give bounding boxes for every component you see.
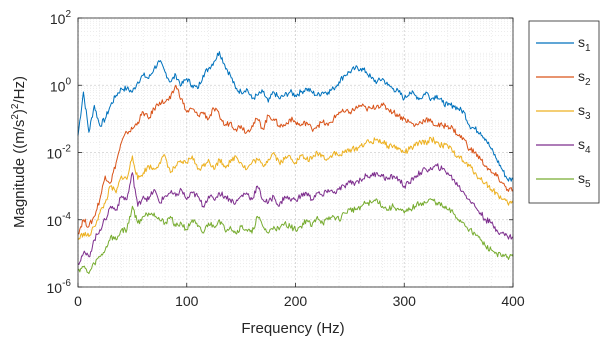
x-axis-label: Frequency (Hz) (241, 320, 344, 337)
x-tick-label: 0 (74, 293, 82, 309)
series-line-s3 (77, 136, 514, 241)
series-line-s1 (77, 51, 514, 182)
series-line-s2 (77, 84, 514, 235)
legend-label-s1: s1 (578, 34, 591, 54)
legend-label-s2: s2 (578, 68, 591, 88)
series-line-s5 (77, 198, 514, 275)
y-tick-label: 10-6 (47, 278, 72, 296)
axes: 0 100 200 300 400 10-6 10-4 10-2 100 102 (47, 9, 525, 309)
y-tick-label: 10-2 (47, 144, 72, 162)
x-tick-label: 400 (501, 293, 525, 309)
legend-label-s4: s4 (578, 136, 591, 156)
series-line-s4 (77, 163, 514, 265)
y-tick-label: 102 (50, 9, 72, 27)
legend-box (528, 20, 600, 204)
y-axis-label: Magnitude ((m/s2)2/Hz) (10, 76, 28, 228)
legend-label-s5: s5 (578, 170, 591, 190)
x-tick-label: 200 (284, 293, 308, 309)
legend-label-s3: s3 (578, 102, 591, 122)
y-tick-label: 10-4 (47, 211, 72, 229)
series-lines (77, 51, 514, 275)
y-tick-label: 100 (50, 76, 72, 94)
legend: s1 s2 s3 s4 s5 (528, 20, 600, 204)
grid (77, 17, 514, 288)
x-tick-label: 300 (393, 293, 417, 309)
x-tick-label: 100 (175, 293, 199, 309)
